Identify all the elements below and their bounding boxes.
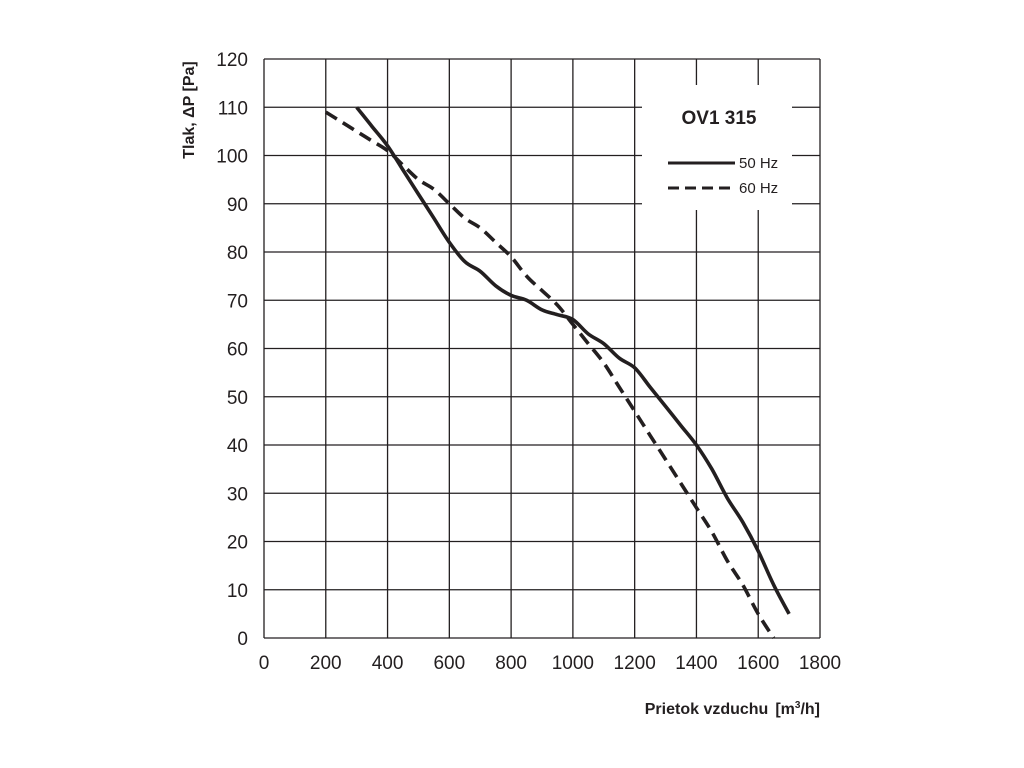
x-tick-label: 1600 — [737, 653, 779, 674]
x-axis-unit-prefix: [m — [775, 701, 795, 718]
series-lines — [324, 106, 791, 639]
x-tick-label: 1400 — [675, 653, 717, 674]
series-line-50hz — [355, 106, 791, 615]
x-tick-label: 1000 — [552, 653, 594, 674]
x-tick-label: 0 — [259, 653, 270, 674]
tick-labels: 0 200 400 600 800 1000 1200 1400 1600 1800 0 10 20 30… — [216, 50, 841, 674]
x-tick-label: 400 — [372, 653, 404, 674]
x-axis-title-label: Prietok vzduchu — [645, 701, 769, 718]
x-tick-label: 1800 — [799, 653, 841, 674]
y-tick-label: 40 — [227, 436, 248, 457]
legend-label-60hz: 60 Hz — [739, 180, 778, 197]
y-tick-label: 0 — [237, 629, 248, 650]
y-tick-label: 50 — [227, 388, 248, 409]
y-tick-label: 90 — [227, 195, 248, 216]
y-tick-label: 120 — [216, 50, 248, 71]
x-tick-label: 600 — [433, 653, 465, 674]
x-axis-title: Prietok vzduchu [m3/h] — [645, 700, 820, 718]
y-axis-title: Tlak, ΔP [Pa] — [181, 61, 198, 158]
y-tick-label: 70 — [227, 291, 248, 312]
x-axis-unit-sup: 3 — [795, 700, 801, 711]
chart-title: OV1 315 — [682, 108, 757, 129]
x-axis-unit-suffix: /h] — [800, 701, 820, 718]
y-tick-label: 30 — [227, 484, 248, 505]
legend-label-50hz: 50 Hz — [739, 155, 778, 172]
y-tick-label: 110 — [218, 98, 248, 119]
y-tick-label: 10 — [227, 581, 248, 602]
x-tick-label: 200 — [310, 653, 342, 674]
legend-background — [642, 85, 792, 210]
series-line-60hz — [324, 110, 776, 639]
y-tick-label: 60 — [227, 340, 248, 361]
y-tick-label: 20 — [227, 533, 248, 554]
legend: OV1 315 50 Hz 60 Hz — [642, 85, 792, 210]
x-tick-label: 800 — [495, 653, 527, 674]
y-tick-label: 80 — [227, 243, 248, 264]
y-tick-label: 100 — [216, 147, 248, 168]
x-tick-label: 1200 — [614, 653, 656, 674]
